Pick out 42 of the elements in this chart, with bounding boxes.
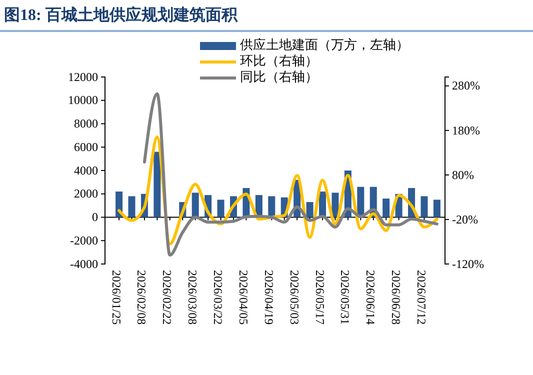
x-tick-label: 2026/01/25	[109, 270, 124, 325]
bar	[306, 202, 314, 218]
y-tick-label: 2000	[74, 186, 98, 201]
y2-tick-label: -20%	[452, 212, 478, 226]
x-tick-label: 2026/03/08	[186, 270, 200, 325]
y-tick-label: -4000	[70, 256, 98, 271]
x-tick-label: 2026/06/28	[389, 270, 404, 325]
x-tick-label: 2026/02/08	[134, 270, 149, 325]
bar	[192, 192, 199, 218]
bar	[420, 196, 428, 218]
x-tick-label: 2026/05/03	[287, 270, 302, 325]
y2-tick-label: 280%	[452, 78, 480, 93]
y2-tick-label: 180%	[452, 123, 480, 138]
legend-label: 同比（右轴）	[240, 68, 318, 84]
bar	[382, 198, 390, 218]
y-tick-label: -2000	[70, 233, 98, 248]
bar	[268, 196, 276, 218]
x-tick-label: 2026/03/22	[211, 270, 226, 325]
y-tick-label: 4000	[74, 163, 98, 178]
bar	[128, 196, 136, 218]
chart-title: 图18: 百城土地供应规划建筑面积	[4, 5, 238, 24]
bar	[217, 200, 224, 218]
y-tick-label: 0	[92, 210, 98, 224]
legend-label: 供应土地建面（万方，左轴）	[240, 36, 409, 52]
y2-tick-label: 80%	[452, 168, 474, 182]
x-tick-label: 2026/07/12	[414, 270, 428, 325]
legend-label: 环比（右轴）	[240, 52, 318, 68]
y-tick-label: 10000	[68, 93, 98, 108]
x-tick-label: 2026/04/19	[262, 270, 276, 325]
x-tick-label: 2026/04/05	[236, 270, 250, 325]
x-tick-label: 2026/05/31	[338, 270, 352, 325]
bar	[433, 200, 440, 218]
y-tick-label: 12000	[68, 70, 98, 84]
x-tick-label: 2026/05/17	[312, 270, 327, 325]
x-tick-label: 2026/02/22	[160, 270, 174, 325]
bar	[154, 152, 161, 218]
line-series	[142, 92, 438, 257]
y2-tick-label: -120%	[452, 256, 484, 271]
y-tick-label: 8000	[74, 116, 98, 131]
y-tick-label: 6000	[74, 140, 98, 154]
bar	[332, 192, 339, 218]
x-tick-label: 2026/06/14	[364, 270, 378, 325]
